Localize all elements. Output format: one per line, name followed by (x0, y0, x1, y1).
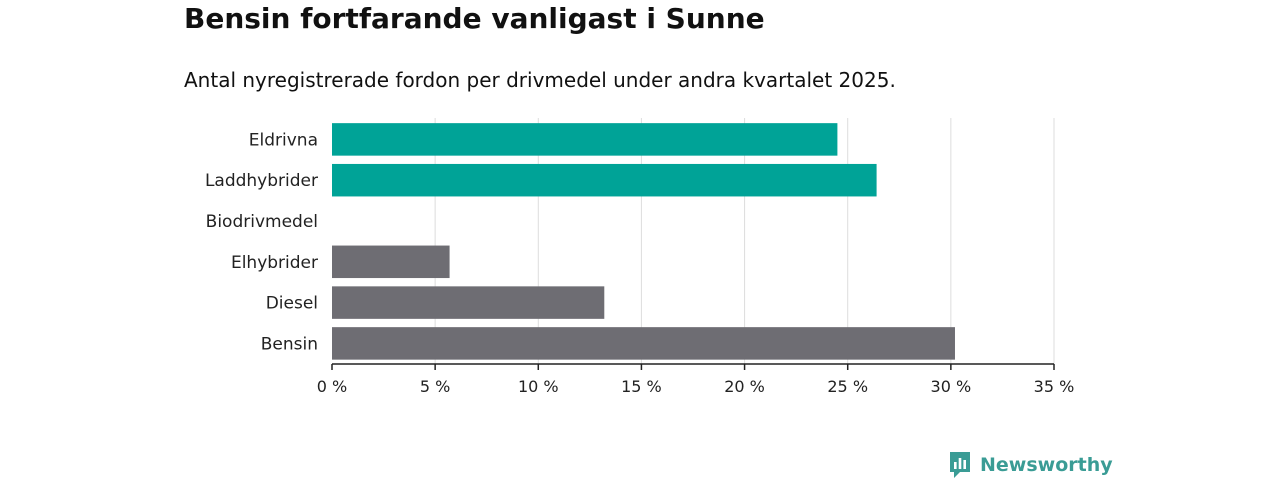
category-label: Bensin (261, 334, 318, 354)
category-label: Biodrivmedel (206, 212, 318, 232)
bar (332, 286, 605, 319)
chart-subtitle: Antal nyregistrerade fordon per drivmede… (184, 68, 896, 92)
category-label: Elhybrider (231, 253, 318, 273)
x-tick-label: 5 % (420, 377, 450, 396)
bar (332, 123, 838, 156)
x-tick-label: 35 % (1034, 377, 1075, 396)
x-tick-label: 30 % (931, 377, 972, 396)
x-tick-label: 20 % (724, 377, 765, 396)
category-label: Laddhybrider (205, 171, 318, 191)
x-tick-label: 15 % (621, 377, 662, 396)
chart-title: Bensin fortfarande vanligast i Sunne (184, 2, 765, 35)
newsworthy-logo: Newsworthy (948, 450, 1113, 480)
bar (332, 163, 877, 197)
newsworthy-logo-icon (950, 452, 970, 478)
x-tick-label: 0 % (317, 377, 347, 396)
bar (332, 245, 450, 279)
bar (332, 327, 955, 360)
x-tick-label: 10 % (518, 377, 559, 396)
category-label: Eldrivna (249, 130, 318, 150)
logo-text: Newsworthy (980, 454, 1113, 476)
x-tick-label: 25 % (827, 377, 868, 396)
category-label: Diesel (266, 294, 318, 314)
